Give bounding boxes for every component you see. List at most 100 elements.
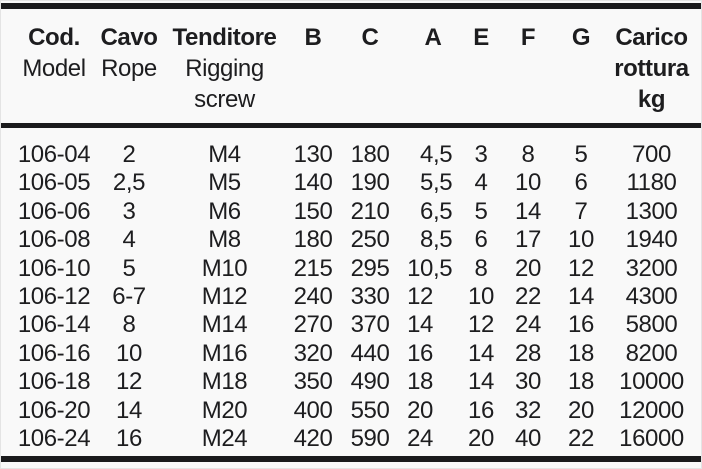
cell-carico: 16000 xyxy=(619,425,684,453)
cell-a: 6,5 xyxy=(420,197,453,225)
col-header-cavo-subtitle: Rope xyxy=(101,55,157,82)
cell-tenditore: M4 xyxy=(208,141,241,168)
cell-carico: 1300 xyxy=(625,197,678,225)
cell-c: 330 xyxy=(350,283,390,311)
cell-b: 420 xyxy=(293,425,333,453)
col-header-cavo-title: Cavo xyxy=(100,24,158,51)
cell-f: 30 xyxy=(515,368,541,396)
cell-c: 440 xyxy=(350,339,390,367)
cell-tenditore: M20 xyxy=(201,396,248,424)
table-header: Cod. Model Cavo Rope Tenditore Rigging s… xyxy=(8,9,696,123)
cell-cavo: 10 xyxy=(116,339,142,367)
top-rule xyxy=(1,3,701,9)
col-header-a: A xyxy=(424,24,442,51)
cell-tenditore: M10 xyxy=(201,254,248,282)
cell-f: 24 xyxy=(515,311,541,339)
col-header-tenditore: Tenditore Rigging screw xyxy=(158,9,291,123)
cell-cod: 106-24 xyxy=(17,425,91,453)
cell-a: 5,5 xyxy=(420,169,453,197)
cell-e: 12 xyxy=(468,311,494,339)
cell-f: 22 xyxy=(515,283,541,311)
cell-f: 40 xyxy=(515,425,541,453)
cell-c: 250 xyxy=(350,226,390,254)
cell-e: 16 xyxy=(468,396,494,424)
cell-b: 400 xyxy=(293,396,333,424)
cell-c: 370 xyxy=(350,311,390,339)
cell-tenditore: M16 xyxy=(201,339,248,367)
cell-carico: 1940 xyxy=(625,226,678,254)
table-row: 106-06 3 M6 150 210 6,5 5 14 7 1300 xyxy=(8,198,696,226)
table-row: 106-24 16 M24 420 590 24 20 40 22 16000 xyxy=(8,425,696,453)
cell-cod: 106-20 xyxy=(17,396,91,424)
cell-a: 24 xyxy=(407,425,433,453)
header-rule xyxy=(1,123,701,128)
cell-a: 18 xyxy=(407,368,433,396)
col-header-tenditore-title: Tenditore xyxy=(172,24,277,51)
cell-cavo: 4 xyxy=(122,226,136,254)
cell-g: 5 xyxy=(574,141,588,168)
cell-tenditore: M18 xyxy=(201,368,248,396)
cell-tenditore: M5 xyxy=(208,169,241,197)
col-header-tenditore-subtitle2: screw xyxy=(194,86,255,113)
cell-carico: 8200 xyxy=(625,339,678,367)
cell-c: 490 xyxy=(350,368,390,396)
cell-tenditore: M8 xyxy=(208,226,241,254)
col-header-tenditore-subtitle1: Rigging xyxy=(185,55,264,82)
table-row: 106-08 4 M8 180 250 8,5 6 17 10 1940 xyxy=(8,226,696,254)
cell-g: 16 xyxy=(568,311,594,339)
cell-cavo: 14 xyxy=(116,396,142,424)
cell-a: 8,5 xyxy=(420,226,453,254)
cell-b: 140 xyxy=(293,169,333,197)
cell-cod: 106-05 xyxy=(17,169,91,197)
cell-tenditore: M6 xyxy=(208,197,241,225)
table-body: 106-04 2 M4 130 180 4,5 3 8 5 700 106-05 2,5 M5 140 19… xyxy=(8,141,696,453)
cell-a: 20 xyxy=(407,396,433,424)
col-header-cod-subtitle: Model xyxy=(22,55,86,82)
cell-b: 320 xyxy=(293,339,333,367)
cell-g: 20 xyxy=(568,396,594,424)
cell-cavo: 16 xyxy=(116,425,142,453)
table-row: 106-16 10 M16 320 440 16 14 28 18 8200 xyxy=(8,340,696,368)
cell-c: 550 xyxy=(350,396,390,424)
cell-g: 18 xyxy=(568,368,594,396)
cell-tenditore: M14 xyxy=(201,311,248,339)
col-header-carico-line3: kg xyxy=(637,86,666,113)
cell-cod: 106-16 xyxy=(17,339,91,367)
cell-g: 18 xyxy=(568,339,594,367)
cell-b: 150 xyxy=(293,197,333,225)
cell-b: 350 xyxy=(293,368,333,396)
cell-cod: 106-04 xyxy=(17,141,91,168)
cell-carico: 10000 xyxy=(619,368,684,396)
cell-c: 180 xyxy=(350,141,390,168)
cell-a: 4,5 xyxy=(420,141,453,168)
col-header-cod-title: Cod. xyxy=(28,24,80,51)
table-row: 106-18 12 M18 350 490 18 14 30 18 10000 xyxy=(8,368,696,396)
cell-f: 8 xyxy=(521,141,535,168)
table-row: 106-05 2,5 M5 140 190 5,5 4 10 6 1180 xyxy=(8,169,696,197)
col-header-b: B xyxy=(304,24,322,51)
cell-carico: 4300 xyxy=(625,283,678,311)
cell-cavo: 8 xyxy=(122,311,136,339)
cell-f: 32 xyxy=(515,396,541,424)
cell-cavo: 5 xyxy=(122,254,136,282)
cell-f: 28 xyxy=(515,339,541,367)
cell-e: 14 xyxy=(468,339,494,367)
col-header-e: E xyxy=(473,24,489,51)
cell-g: 12 xyxy=(568,254,594,282)
cell-c: 590 xyxy=(350,425,390,453)
table-row: 106-04 2 M4 130 180 4,5 3 8 5 700 xyxy=(8,141,696,169)
cell-b: 215 xyxy=(293,254,333,282)
col-header-cod: Cod. Model xyxy=(8,9,100,123)
cell-b: 240 xyxy=(293,283,333,311)
cell-cod: 106-18 xyxy=(17,368,91,396)
col-header-carico-line1: Carico xyxy=(615,24,688,51)
cell-cod: 106-06 xyxy=(17,197,91,225)
cell-g: 22 xyxy=(568,425,594,453)
cell-e: 8 xyxy=(474,254,488,282)
cell-f: 10 xyxy=(515,169,541,197)
cell-tenditore: M24 xyxy=(201,425,248,453)
cell-f: 14 xyxy=(515,197,541,225)
cell-cavo: 3 xyxy=(122,197,136,225)
col-header-carico: Carico rottura kg xyxy=(607,9,696,123)
table-row: 106-10 5 M10 215 295 10,5 8 20 12 3200 xyxy=(8,255,696,283)
